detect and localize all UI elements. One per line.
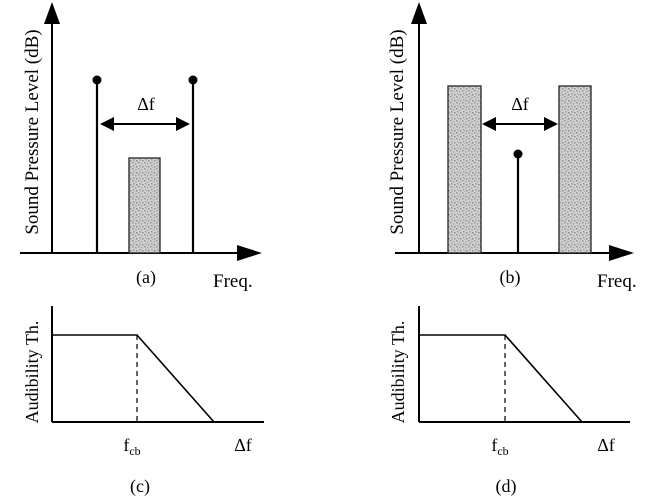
panel-a-caption: (a) xyxy=(136,267,156,288)
panel-a-tone-left xyxy=(92,75,102,253)
panel-b-noise-band-right xyxy=(558,85,592,254)
panel-a-noise-band xyxy=(128,157,161,254)
panel-d-tick-label: fcb xyxy=(491,435,508,458)
panel-b-spacing-label: Δf xyxy=(511,94,529,114)
panel-b-caption: (b) xyxy=(500,267,521,288)
panel-b-x-axis xyxy=(395,245,634,261)
panel-a-spacing-label: Δf xyxy=(137,94,155,114)
panel-d-caption: (d) xyxy=(496,476,517,497)
panel-b-y-axis xyxy=(411,2,427,253)
panel-a-y-arrowhead xyxy=(44,2,60,24)
panel-a-tone-right xyxy=(188,75,198,253)
panel-d: Audibility Th. fcb Δf (d) xyxy=(388,306,630,497)
panel-a-y-axis xyxy=(44,2,60,253)
panel-d-x-label: Δf xyxy=(597,435,615,455)
panel-d-y-label: Audibility Th. xyxy=(388,321,408,424)
panel-a-x-arrowhead xyxy=(237,245,262,261)
panel-c-caption: (c) xyxy=(130,476,150,497)
panel-b-y-arrowhead xyxy=(411,2,427,24)
panel-c-y-label: Audibility Th. xyxy=(22,321,42,424)
panel-a: Sound Pressure Level (dB) Freq. (a) Δf xyxy=(20,2,262,292)
panel-b-spacing-arrow xyxy=(482,117,558,131)
panel-b-x-arrowhead xyxy=(609,245,634,261)
panel-d-threshold-curve xyxy=(419,334,583,423)
panel-c-tick-label: fcb xyxy=(123,435,140,458)
panel-b-noise-band-left xyxy=(447,85,482,254)
panel-c-threshold-curve xyxy=(52,334,215,423)
panel-a-x-label: Freq. xyxy=(213,271,253,292)
panel-b-x-label: Freq. xyxy=(597,271,637,292)
panel-a-spacing-arrow xyxy=(100,117,190,131)
panel-b-tone xyxy=(513,149,523,253)
panel-a-y-label: Sound Pressure Level (dB) xyxy=(22,29,43,234)
panel-b: Sound Pressure Level (dB) Freq. (b) Δf xyxy=(387,2,637,292)
panel-c: Audibility Th. fcb Δf (c) xyxy=(22,306,264,497)
panel-b-y-label: Sound Pressure Level (dB) xyxy=(387,29,408,234)
panel-c-x-label: Δf xyxy=(234,435,252,455)
